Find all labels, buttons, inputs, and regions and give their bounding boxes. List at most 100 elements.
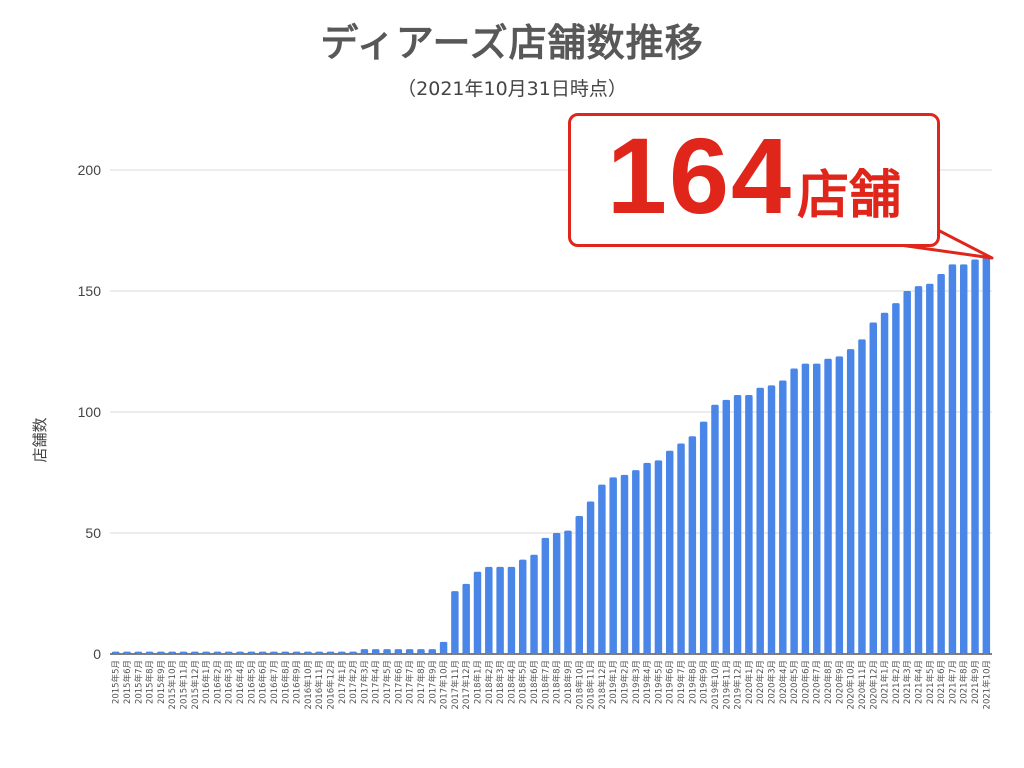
x-tick-label: 2018年12月 <box>597 660 608 709</box>
x-tick-label: 2017年3月 <box>359 660 370 704</box>
bar <box>937 274 945 654</box>
x-tick-label: 2020年4月 <box>778 660 789 704</box>
x-tick-label: 2017年12月 <box>461 660 472 709</box>
bar <box>485 566 493 654</box>
x-tick-label: 2021年10月 <box>981 660 992 709</box>
x-tick-label: 2016年2月 <box>212 660 223 704</box>
bar <box>213 651 222 654</box>
chart-subtitle: （2021年10月31日時点） <box>397 78 627 100</box>
x-tick-label: 2015年6月 <box>122 660 133 704</box>
x-tick-label: 2016年3月 <box>224 660 235 704</box>
x-tick-label: 2015年9月 <box>156 660 167 704</box>
bar <box>552 533 561 654</box>
x-tick-label: 2019年7月 <box>676 660 687 704</box>
bar <box>292 651 301 654</box>
x-tick-label: 2016年4月 <box>235 660 246 704</box>
bar <box>699 421 708 654</box>
bar <box>360 649 369 654</box>
x-tick-label: 2018年9月 <box>563 660 574 704</box>
bar <box>598 484 606 654</box>
bar <box>315 651 323 654</box>
x-tick-label: 2017年11月 <box>450 660 461 709</box>
x-tick-label: 2018年5月 <box>518 660 529 704</box>
x-tick-label: 2016年9月 <box>292 660 303 704</box>
x-tick-label: 2018年1月 <box>473 660 484 704</box>
bar <box>586 501 595 654</box>
bar <box>157 651 165 654</box>
bar <box>451 591 459 654</box>
x-tick-label: 2017年1月 <box>337 660 348 704</box>
bar <box>123 651 131 654</box>
bar <box>191 651 199 654</box>
bar <box>145 651 154 654</box>
x-tick-label: 2015年12月 <box>190 660 201 709</box>
bar <box>948 264 957 654</box>
bar <box>111 651 120 654</box>
x-tick-label: 2019年10月 <box>710 660 721 709</box>
bar <box>892 303 900 654</box>
bar <box>326 651 335 654</box>
x-tick-label: 2015年7月 <box>133 660 144 704</box>
x-tick-label: 2019年3月 <box>631 660 642 704</box>
x-tick-label: 2017年6月 <box>393 660 404 704</box>
x-tick-label: 2017年7月 <box>405 660 416 704</box>
bar <box>530 554 538 654</box>
x-tick-label: 2016年7月 <box>269 660 280 704</box>
x-tick-label: 2018年7月 <box>540 660 551 704</box>
bar <box>733 395 742 654</box>
bar <box>779 380 787 654</box>
x-tick-label: 2019年1月 <box>608 660 619 704</box>
x-tick-label: 2016年5月 <box>246 660 257 704</box>
x-tick-label: 2015年5月 <box>111 660 122 704</box>
bar <box>394 649 403 654</box>
x-tick-label: 2021年1月 <box>880 660 891 704</box>
callout-unit: 店舗 <box>797 166 902 226</box>
bar <box>632 470 640 654</box>
y-tick-label: 150 <box>78 283 102 299</box>
x-tick-label: 2021年8月 <box>959 660 970 704</box>
chart-title: ディアーズ店舗数推移 <box>320 21 704 65</box>
bar <box>858 339 866 654</box>
x-tick-label: 2019年12月 <box>733 660 744 709</box>
y-tick-label: 100 <box>78 404 102 420</box>
bar <box>926 283 934 654</box>
bar <box>507 566 516 654</box>
bar <box>835 356 844 654</box>
bar <box>134 651 143 654</box>
callout-number: 164 <box>606 115 794 236</box>
bar <box>869 322 878 654</box>
bar <box>270 651 278 654</box>
bar <box>665 450 674 654</box>
bar <box>982 257 991 654</box>
bar <box>258 651 267 654</box>
bar <box>688 436 697 654</box>
x-tick-label: 2021年9月 <box>970 660 981 704</box>
x-tick-label: 2020年9月 <box>834 660 845 704</box>
x-tick-label: 2015年10月 <box>167 660 178 709</box>
y-tick-label: 50 <box>85 525 101 541</box>
bar <box>473 571 482 654</box>
bar <box>722 399 731 654</box>
y-tick-label: 200 <box>78 162 102 178</box>
x-tick-label: 2016年11月 <box>314 660 325 709</box>
bar <box>371 649 380 654</box>
x-tick-label: 2020年12月 <box>868 660 879 709</box>
x-tick-label: 2019年9月 <box>699 660 710 704</box>
bar <box>224 651 233 654</box>
x-tick-label: 2021年3月 <box>902 660 913 704</box>
x-tick-label: 2017年2月 <box>348 660 359 704</box>
x-tick-label: 2020年6月 <box>800 660 811 704</box>
bar <box>790 368 798 654</box>
x-tick-label: 2020年10月 <box>846 660 857 709</box>
callout-box: 164 店舗 <box>568 113 940 247</box>
bar <box>756 387 764 654</box>
x-tick-label: 2021年2月 <box>891 660 902 704</box>
bar <box>903 291 911 654</box>
x-tick-label: 2019年8月 <box>687 660 698 704</box>
bar <box>745 395 753 654</box>
x-tick-label: 2016年8月 <box>280 660 291 704</box>
x-tick-label: 2020年11月 <box>857 660 868 709</box>
bar <box>812 363 821 654</box>
x-tick-label: 2017年5月 <box>382 660 393 704</box>
